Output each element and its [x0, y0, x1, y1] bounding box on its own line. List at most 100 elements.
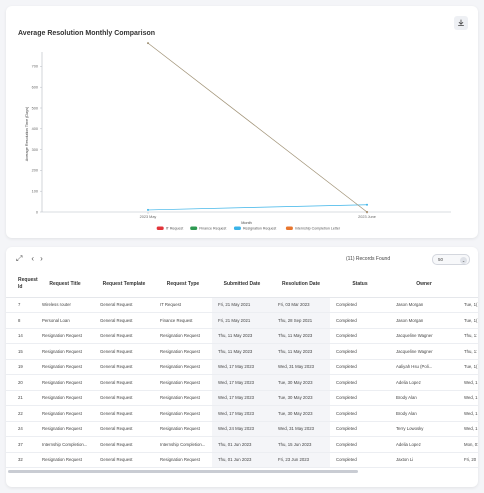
table-cell: Thu, 15 Jun 2023	[272, 436, 330, 453]
table-cell: Tue, 30 May 2023	[272, 390, 330, 406]
requests-table: Request Id Request Title Request Template R…	[6, 272, 478, 468]
table-cell: 19	[6, 359, 36, 375]
table-row[interactable]: 20 Resignation Request General Request Resi…	[6, 374, 478, 391]
table-cell: Tue, 1(	[458, 312, 478, 329]
table-cell: Completed	[330, 328, 390, 344]
legend-swatch	[285, 226, 293, 230]
legend-swatch	[190, 226, 198, 230]
data-point	[147, 208, 149, 211]
table-header-row: Request Id Request Title Request Template R…	[6, 272, 478, 298]
x-axis-label: Month	[241, 221, 252, 225]
data-point	[366, 211, 368, 213]
table-cell: Thu, 11 May 2023	[272, 328, 330, 344]
table-cell: Resignation Request	[36, 328, 94, 344]
table-cell: Resignation Request	[36, 374, 94, 391]
column-header[interactable]: Request Id	[6, 272, 38, 298]
expand-icon[interactable]: ⤢	[16, 254, 23, 263]
table-cell: General Request	[94, 436, 154, 453]
chevron-right-icon[interactable]: ›	[40, 254, 43, 263]
chart-card: Average Resolution Monthly Comparison 0 1…	[6, 6, 478, 238]
table-row[interactable]: 21 Resignation Request General Request Resi…	[6, 390, 478, 406]
requests-table-card: ⤢ ‹ › (11) Records Found 50 ⌄ Request Id…	[6, 247, 478, 487]
column-header[interactable]: Request Type	[154, 272, 212, 298]
column-header[interactable]: Request Title	[36, 272, 94, 298]
table-cell: Fri, 21 May 2021	[212, 312, 272, 329]
table-cell: Wed, 31 May 2023	[272, 359, 330, 375]
table-cell: Jason Morgan	[390, 297, 458, 313]
table-cell: Tue, 30 May 2023	[272, 405, 330, 422]
table-cell: General Request	[94, 343, 154, 360]
table-cell: Completed	[330, 374, 390, 391]
table-cell: Tue, 30 May 2023	[272, 374, 330, 391]
page-size-value: 50	[438, 257, 444, 262]
table-row[interactable]: 7 Wireless router General Request IT Reques…	[6, 297, 478, 313]
horizontal-scrollbar[interactable]	[8, 470, 358, 473]
table-cell: Fri, 20	[458, 452, 478, 468]
table-cell: Thu, 01 Jun 2023	[212, 452, 272, 468]
y-tick-label: 600	[32, 86, 38, 90]
table-cell: Resignation Request	[36, 390, 94, 406]
table-cell: Thu, 1:	[458, 343, 478, 360]
column-header[interactable]: Submitted Date	[212, 272, 272, 298]
table-cell: Wed, 1	[458, 421, 478, 437]
table-cell: Resignation Request	[154, 390, 212, 406]
table-cell: Adelia Lopez	[390, 374, 458, 391]
table-row[interactable]: 22 Resignation Request General Request Resi…	[6, 405, 478, 422]
table-cell: General Request	[94, 312, 154, 329]
y-axis-label: Average Resolution Time (Days)	[25, 106, 29, 161]
column-header[interactable]: Status	[330, 272, 390, 298]
table-cell: Terry Lowosky	[390, 421, 458, 437]
table-cell: Resignation Request	[154, 343, 212, 360]
table-body: 7 Wireless router General Request IT Reques…	[6, 297, 478, 468]
table-cell: 15	[6, 343, 36, 360]
table-cell: Wed, 1	[458, 405, 478, 422]
page-size-select[interactable]: 50 ⌄	[432, 254, 470, 265]
column-header[interactable]: Request Template	[94, 272, 154, 298]
table-cell: Wed, 31 May 2023	[272, 421, 330, 437]
y-tick-label: 100	[32, 190, 38, 194]
records-count: (11) Records Found	[346, 256, 391, 262]
table-cell: General Request	[94, 328, 154, 344]
table-row[interactable]: 15 Resignation Request General Request Resi…	[6, 343, 478, 360]
table-cell: Mon, 0:	[458, 436, 478, 453]
table-row[interactable]: 37 Internship Completion... General Reques…	[6, 436, 478, 453]
table-row[interactable]: 14 Resignation Request General Request Resi…	[6, 328, 478, 344]
download-button[interactable]	[454, 16, 468, 30]
table-cell: IT Request	[154, 297, 212, 313]
table-row[interactable]: 32 Resignation Request General Request Resi…	[6, 452, 478, 468]
table-cell: Thu, 11 May 2023	[212, 328, 272, 344]
table-row[interactable]: 24 Resignation Request General Request Resi…	[6, 421, 478, 437]
table-row[interactable]: 8 Personal Loan General Request Finance Req…	[6, 312, 478, 329]
chevron-left-icon[interactable]: ‹	[31, 254, 35, 263]
table-cell: Completed	[330, 452, 390, 468]
table-cell: Brody Alan	[390, 405, 458, 422]
table-cell: Wed, 1	[458, 374, 478, 391]
table-cell: Resignation Request	[154, 452, 212, 468]
table-cell: Wed, 17 May 2023	[212, 390, 272, 406]
table-row[interactable]: 19 Resignation Request General Request Resi…	[6, 359, 478, 375]
table-cell: Tue, 1(	[458, 297, 478, 313]
table-cell: Resignation Request	[154, 359, 212, 375]
legend-label: Finance Request	[199, 227, 226, 231]
column-header[interactable]: Resolution Date	[272, 272, 330, 298]
legend-swatch	[233, 226, 241, 230]
x-tick-label: 2023 June	[358, 215, 376, 219]
table-cell: 21	[6, 390, 36, 406]
table-cell: Internship Completion...	[154, 436, 212, 453]
table-cell: Fri, 21 May 2021	[212, 297, 272, 313]
series-line	[147, 42, 368, 213]
table-cell: Completed	[330, 359, 390, 375]
y-tick-label: 200	[32, 169, 38, 173]
column-header[interactable]: Re	[458, 272, 478, 298]
table-cell: Resignation Request	[36, 343, 94, 360]
table-cell: Wed, 17 May 2023	[212, 359, 272, 375]
legend-label: Resignation Request	[243, 227, 276, 231]
table-cell: General Request	[94, 405, 154, 422]
table-cell: 32	[6, 452, 36, 468]
table-cell: Resignation Request	[154, 328, 212, 344]
table-cell: 7	[6, 297, 36, 313]
table-cell: Fri, 03 Mar 2023	[272, 297, 330, 313]
table-cell: Jacqueline Wagner	[390, 328, 458, 344]
table-cell: Finance Request	[154, 312, 212, 329]
column-header[interactable]: Owner	[390, 272, 458, 298]
